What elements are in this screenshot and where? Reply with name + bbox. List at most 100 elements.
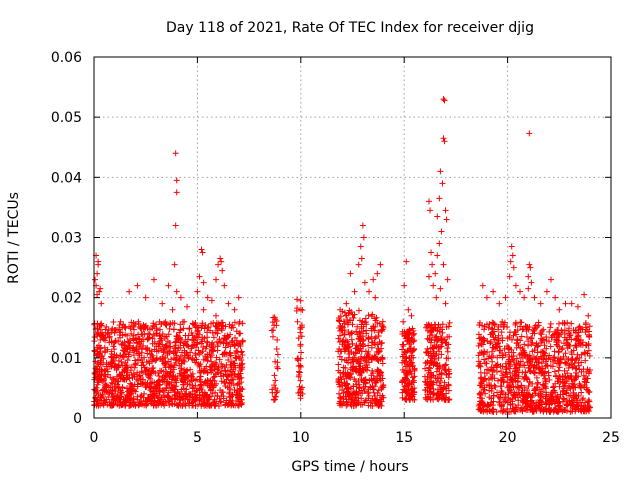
data-point: [535, 359, 542, 366]
data-point: [194, 401, 201, 408]
data-point: [190, 321, 197, 328]
data-point: [345, 347, 352, 354]
data-point: [525, 342, 532, 349]
data-point: [110, 393, 117, 400]
data-point: [336, 318, 343, 325]
data-point: [476, 322, 483, 329]
data-point: [211, 363, 218, 370]
data-point: [222, 323, 229, 330]
data-point: [210, 374, 217, 381]
data-point: [511, 391, 518, 398]
data-point: [487, 339, 494, 346]
data-point: [549, 389, 556, 396]
y-tick-label: 0.02: [51, 291, 82, 307]
data-point: [350, 402, 357, 409]
data-point: [226, 380, 233, 387]
data-point: [138, 356, 145, 363]
data-point: [131, 347, 138, 354]
data-point: [512, 408, 519, 415]
data-point: [523, 333, 530, 340]
data-point: [582, 399, 589, 406]
data-point: [358, 348, 365, 355]
data-point: [356, 317, 363, 324]
data-point: [510, 357, 517, 364]
data-point: [273, 389, 280, 396]
data-point: [537, 300, 544, 307]
data-point: [436, 240, 443, 247]
data-point: [502, 394, 509, 401]
data-point: [193, 333, 200, 340]
data-point: [510, 405, 517, 412]
data-point: [294, 296, 301, 303]
data-point: [488, 354, 495, 361]
data-point: [434, 213, 441, 220]
data-point: [227, 331, 234, 338]
data-point: [225, 341, 232, 348]
data-point: [541, 375, 548, 382]
data-point: [526, 261, 533, 268]
data-point: [353, 366, 360, 373]
x-tick-label: 15: [395, 430, 413, 446]
data-point: [115, 364, 122, 371]
data-point: [376, 339, 383, 346]
data-point: [269, 333, 276, 340]
data-point: [296, 369, 303, 376]
data-point: [337, 394, 344, 401]
data-point: [109, 360, 116, 367]
data-point: [578, 351, 585, 358]
data-point: [512, 328, 519, 335]
data-point: [583, 375, 590, 382]
data-point: [177, 396, 184, 403]
data-point: [183, 392, 190, 399]
data-point: [556, 356, 563, 363]
data-point: [120, 347, 127, 354]
data-point: [521, 351, 528, 358]
data-point: [345, 310, 352, 317]
data-point: [177, 370, 184, 377]
data-point: [123, 374, 130, 381]
data-point: [576, 340, 583, 347]
data-point: [543, 345, 550, 352]
data-point: [299, 307, 306, 314]
data-point: [364, 350, 371, 357]
data-point: [235, 294, 242, 301]
data-point: [519, 392, 526, 399]
data-point: [225, 372, 232, 379]
y-tick-label: 0.05: [51, 110, 82, 126]
data-point: [117, 375, 124, 382]
data-point: [524, 359, 531, 366]
data-point: [445, 387, 452, 394]
data-point: [345, 384, 352, 391]
data-point: [432, 334, 439, 341]
data-point: [144, 370, 151, 377]
data-point: [158, 368, 165, 375]
data-point: [485, 355, 492, 362]
data-point: [121, 323, 128, 330]
data-point: [573, 327, 580, 334]
y-tick-label: 0.01: [51, 351, 82, 367]
data-point: [575, 373, 582, 380]
data-point: [203, 363, 210, 370]
data-point: [160, 349, 167, 356]
data-point: [408, 312, 415, 319]
data-point: [531, 326, 538, 333]
data-point: [175, 344, 182, 351]
data-point: [106, 333, 113, 340]
data-point: [501, 396, 508, 403]
data-point: [525, 326, 532, 333]
data-point: [435, 395, 442, 402]
data-point: [405, 306, 412, 313]
data-point: [411, 367, 418, 374]
data-point: [513, 340, 520, 347]
data-point: [490, 367, 497, 374]
data-point: [145, 330, 152, 337]
data-point: [482, 360, 489, 367]
data-point: [174, 347, 181, 354]
data-point: [153, 321, 160, 328]
data-point: [507, 258, 514, 265]
data-point: [179, 319, 186, 326]
data-point: [541, 382, 548, 389]
data-point: [477, 394, 484, 401]
data-point: [144, 350, 151, 357]
data-point: [551, 354, 558, 361]
